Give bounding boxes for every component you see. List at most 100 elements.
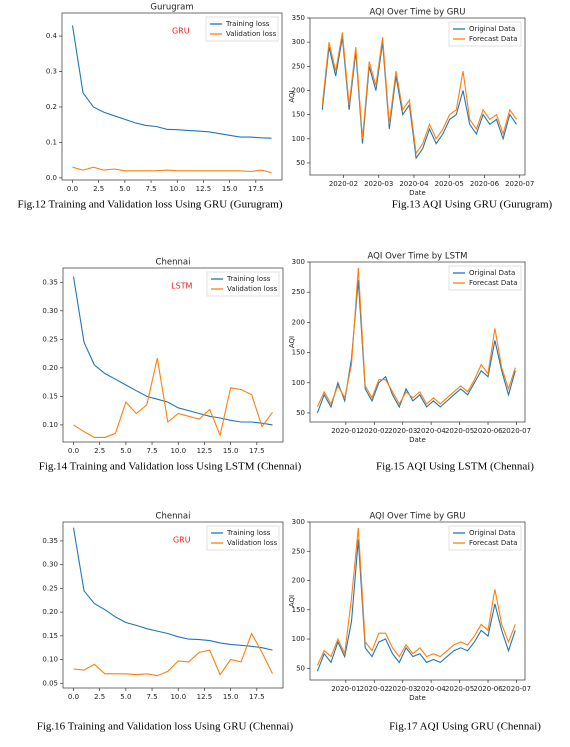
x-tick-label: 2020-07	[502, 427, 531, 435]
y-tick-label: 250	[292, 288, 305, 296]
chart-title: AQI Over Time by GRU	[369, 512, 465, 522]
series-line	[73, 632, 273, 677]
x-tick-label: 5.0	[120, 447, 131, 455]
x-tick-label: 2020-04	[417, 427, 447, 435]
y-tick-label: 0.15	[42, 632, 58, 640]
legend-label: Training loss	[226, 529, 271, 537]
plot-frame	[61, 12, 283, 181]
series-line	[316, 267, 516, 408]
plot-frame	[309, 261, 526, 423]
x-tick-label: 2020-02	[360, 685, 389, 693]
y-tick-label: 0.1	[46, 138, 57, 146]
chart-title: AQI Over Time by GRU	[369, 8, 465, 18]
series-line	[72, 166, 272, 174]
legend-label: Validation loss	[227, 285, 278, 293]
chart-title: Gurugram	[150, 3, 193, 13]
x-tick-label: 10.0	[169, 185, 185, 193]
x-tick-label: 2020-03	[388, 685, 417, 693]
y-tick-label: 100	[292, 135, 305, 143]
series-line	[316, 527, 516, 666]
legend-box	[205, 16, 279, 42]
series-line	[316, 280, 516, 414]
x-tick-label: 12.5	[197, 447, 213, 455]
x-tick-label: 5.0	[119, 185, 130, 193]
x-tick-label: 15.0	[223, 447, 239, 455]
x-tick-label: 2020-05	[445, 427, 474, 435]
x-axis-label: Date	[409, 694, 426, 702]
y-tick-label: 100	[292, 635, 305, 643]
y-tick-label: 0.4	[46, 32, 58, 40]
legend-label: Validation loss	[226, 30, 277, 38]
annotation: GRU	[172, 27, 190, 36]
y-tick-label: 300	[292, 518, 305, 526]
x-tick-label: 2020-07	[505, 180, 534, 188]
legend-label: Forecast Data	[469, 539, 518, 547]
y-tick-label: 0.35	[42, 278, 58, 286]
x-tick-label: 17.5	[249, 447, 265, 455]
y-tick-label: 0.20	[42, 364, 58, 372]
y-tick-label: 150	[292, 349, 305, 357]
series-line	[321, 32, 517, 155]
y-tick-label: 300	[292, 38, 305, 46]
x-tick-label: 17.5	[249, 693, 265, 701]
x-tick-label: 2020-07	[502, 685, 531, 693]
figure-caption: Fig.13 AQI Using GRU (Gurugram)	[392, 199, 553, 211]
figure-caption: Fig.16 Training and Validation loss Usin…	[37, 721, 294, 733]
series-line	[316, 539, 516, 672]
legend-label: Original Data	[469, 269, 515, 277]
y-tick-label: 0.05	[42, 679, 58, 687]
x-tick-label: 0.0	[67, 185, 78, 193]
x-tick-label: 2020-02	[360, 427, 389, 435]
y-tick-label: 0.3	[46, 68, 57, 76]
x-tick-label: 2.5	[94, 693, 105, 701]
y-tick-label: 350	[292, 14, 305, 22]
x-tick-label: 5.0	[120, 693, 131, 701]
legend-box	[448, 265, 522, 291]
x-tick-label: 2.5	[93, 185, 104, 193]
figure-caption: Fig.14 Training and Validation loss Usin…	[39, 461, 302, 473]
x-tick-label: 2020-03	[364, 180, 393, 188]
series-line	[72, 276, 273, 426]
legend-box	[448, 525, 522, 551]
y-tick-label: 250	[292, 547, 305, 555]
x-tick-label: 10.0	[170, 447, 186, 455]
x-tick-label: 2020-06	[470, 180, 500, 188]
x-tick-label: 15.0	[222, 185, 238, 193]
legend-label: Validation loss	[227, 539, 278, 547]
x-tick-label: 15.0	[223, 693, 239, 701]
series-line	[71, 25, 272, 139]
x-tick-label: 2020-06	[473, 427, 503, 435]
y-tick-label: 0.15	[42, 392, 58, 400]
x-tick-label: 2020-02	[329, 180, 358, 188]
x-tick-label: 2020-05	[435, 180, 464, 188]
x-tick-label: 2020-06	[473, 685, 503, 693]
y-tick-label: 0.30	[42, 307, 58, 315]
y-tick-label: 250	[292, 62, 305, 70]
y-tick-label: 0.25	[42, 335, 58, 343]
x-tick-label: 7.5	[145, 185, 156, 193]
legend-label: Original Data	[469, 529, 515, 537]
figure-caption: Fig.17 AQI Using GRU (Chennai)	[389, 721, 541, 733]
x-tick-label: 2020-01	[331, 427, 360, 435]
legend-label: Original Data	[469, 25, 515, 33]
y-axis-label: AQI	[288, 90, 296, 102]
x-axis-label: Date	[409, 436, 426, 444]
y-tick-label: 300	[292, 258, 305, 266]
y-axis-label: AQI	[288, 336, 296, 348]
y-tick-label: 0.30	[42, 561, 58, 569]
chart-title: Chennai	[156, 258, 191, 268]
x-axis-label: Date	[409, 189, 426, 197]
series-line	[321, 37, 517, 160]
chart-title: AQI Over Time by LSTM	[368, 252, 468, 262]
x-tick-label: 0.0	[68, 693, 79, 701]
plot-frame	[309, 521, 526, 681]
legend-label: Training loss	[226, 275, 271, 283]
x-tick-label: 2020-03	[388, 427, 417, 435]
plot-frame	[62, 267, 284, 443]
legend-label: Training loss	[225, 20, 270, 28]
plot-frame	[62, 521, 284, 689]
y-tick-label: 0.10	[42, 656, 58, 664]
x-tick-label: 2020-05	[445, 685, 474, 693]
y-tick-label: 0.35	[42, 537, 58, 545]
